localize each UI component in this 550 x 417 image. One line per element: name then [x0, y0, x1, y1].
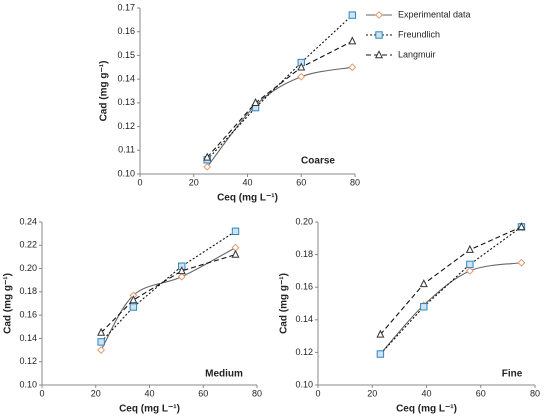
marker-triangle: [203, 152, 212, 161]
marker-square: [466, 260, 474, 269]
legend-label: Freundlich: [398, 29, 440, 39]
y-tick-label: 0.14: [295, 314, 313, 324]
y-tick-label: 0.13: [117, 97, 135, 107]
x-tick-label: 60: [296, 177, 306, 187]
legend-label: Experimental data: [398, 9, 471, 19]
series-line: [100, 247, 236, 351]
x-axis-label: Ceq (mg L⁻¹): [119, 404, 180, 415]
y-tick-label: 0.16: [19, 310, 37, 320]
marker-triangle: [97, 327, 106, 336]
marker-triangle: [465, 244, 474, 253]
legend-marker: [374, 50, 384, 59]
y-tick-label: 0.15: [117, 50, 135, 60]
y-tick-label: 0.10: [295, 379, 313, 389]
x-tick-label: 60: [476, 388, 486, 398]
x-tick-label: 80: [252, 388, 262, 398]
y-tick-label: 0.12: [295, 347, 313, 357]
series-line: [379, 226, 522, 335]
marker-square: [97, 338, 105, 346]
x-tick-label: 40: [421, 388, 431, 398]
y-tick-label: 0.17: [117, 2, 135, 12]
series-line: [379, 262, 522, 355]
marker-triangle: [231, 249, 240, 258]
marker-triangle: [129, 295, 138, 304]
y-tick-label: 0.14: [117, 74, 135, 84]
marker-square: [376, 350, 385, 358]
x-tick-label: 60: [198, 388, 208, 398]
marker-square: [231, 227, 240, 236]
y-tick-label: 0.22: [19, 240, 37, 250]
series-line: [206, 66, 353, 168]
legend-label: Langmuir: [398, 49, 436, 59]
y-tick-label: 0.24: [19, 216, 37, 226]
y-tick-label: 0.14: [19, 333, 37, 343]
x-tick-label: 80: [530, 388, 540, 398]
annotation: Coarse: [301, 156, 335, 167]
y-tick-label: 0.11: [118, 145, 135, 155]
y-tick-label: 0.16: [117, 26, 135, 36]
marker-diamond: [517, 258, 526, 267]
y-axis-label: Cad (mg g⁻¹): [3, 273, 14, 334]
marker-square: [420, 303, 428, 311]
marker-triangle: [376, 329, 385, 338]
x-tick-label: 40: [242, 177, 252, 187]
y-tick-label: 0.20: [295, 216, 313, 226]
marker-diamond: [97, 346, 106, 354]
marker-triangle: [419, 279, 428, 288]
y-tick-label: 0.10: [117, 168, 135, 178]
annotation: Fine: [502, 369, 523, 380]
y-tick-label: 0.18: [295, 249, 313, 259]
marker-diamond: [348, 63, 357, 72]
x-tick-label: 20: [91, 388, 101, 398]
x-axis-label: Ceq (mg L⁻¹): [217, 193, 278, 204]
x-tick-label: 0: [315, 388, 320, 398]
legend-marker: [375, 31, 383, 39]
y-tick-label: 0.12: [117, 121, 135, 131]
marker-diamond: [203, 162, 212, 171]
annotation: Medium: [205, 369, 243, 380]
series-line: [100, 254, 236, 333]
x-tick-label: 0: [137, 177, 142, 187]
marker-triangle: [177, 266, 186, 275]
series-line: [379, 226, 522, 355]
marker-triangle: [297, 62, 306, 71]
marker-diamond: [297, 72, 306, 81]
marker-triangle: [251, 98, 260, 107]
x-tick-label: 0: [39, 388, 44, 398]
y-axis-label: Cad (mg g⁻¹): [279, 273, 290, 334]
x-tick-label: 80: [350, 177, 360, 187]
marker-diamond: [465, 266, 474, 275]
series-line: [100, 230, 236, 343]
legend-marker: [375, 11, 383, 19]
y-tick-label: 0.12: [19, 356, 37, 366]
marker-diamond: [177, 272, 186, 281]
marker-square: [129, 303, 138, 311]
y-tick-label: 0.16: [295, 282, 313, 292]
y-tick-label: 0.10: [19, 379, 37, 389]
x-axis-label: Ceq (mg L⁻¹): [396, 404, 457, 415]
y-tick-label: 0.18: [19, 286, 37, 296]
x-tick-label: 20: [367, 388, 377, 398]
marker-square: [348, 11, 357, 19]
y-tick-label: 0.20: [19, 263, 37, 273]
marker-triangle: [348, 36, 357, 45]
y-axis-label: Cad (mg g⁻¹): [99, 61, 110, 122]
x-tick-label: 20: [189, 177, 199, 187]
x-tick-label: 40: [144, 388, 154, 398]
marker-triangle: [517, 222, 526, 231]
series-line: [206, 40, 353, 158]
